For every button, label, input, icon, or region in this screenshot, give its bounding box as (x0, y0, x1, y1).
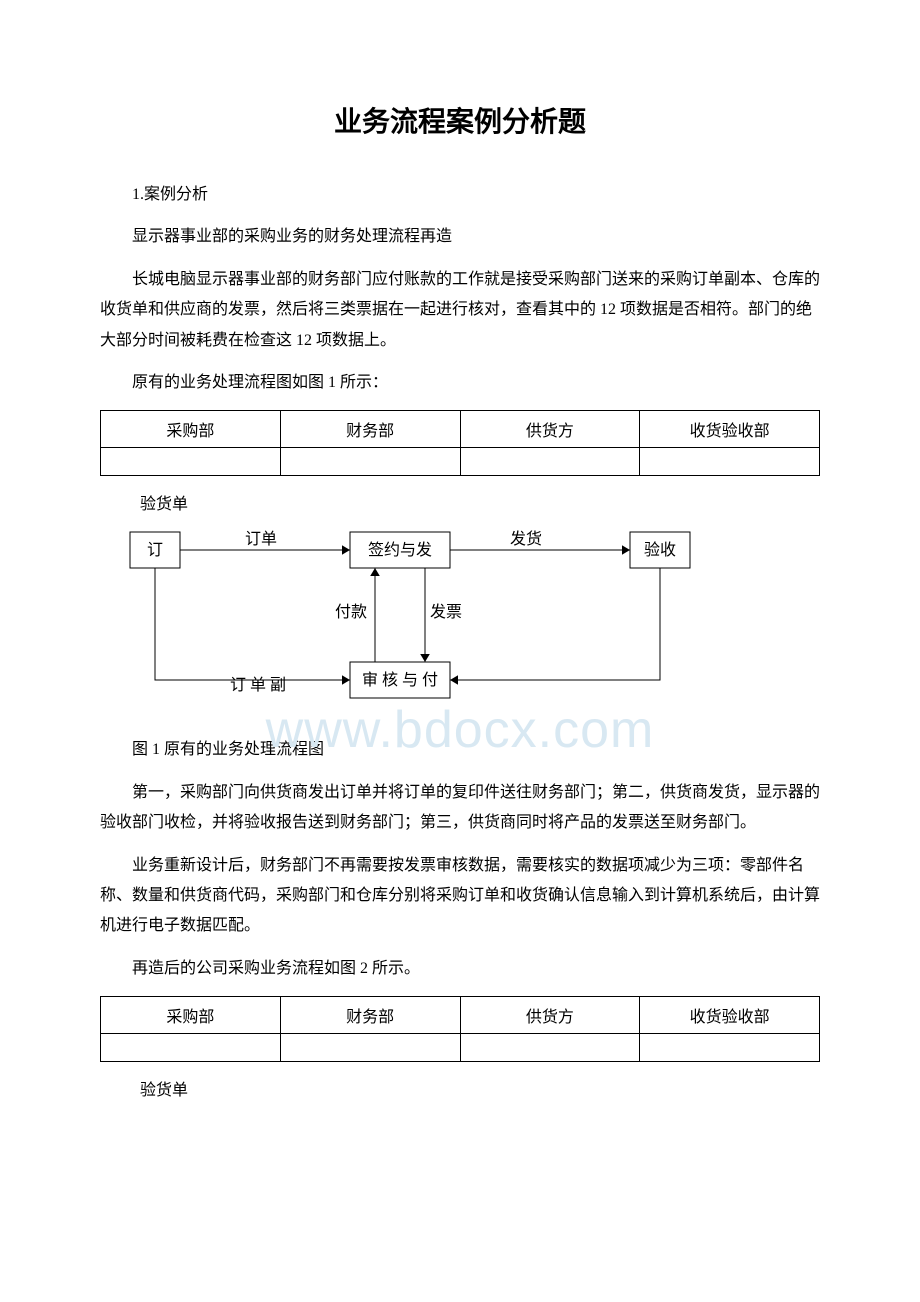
table-cell (101, 448, 281, 476)
table-row (101, 448, 820, 476)
svg-text:付款: 付款 (335, 603, 367, 621)
svg-text:订: 订 (147, 541, 163, 559)
table-cell: 收货验收部 (640, 997, 820, 1034)
svg-text:审 核 与 付: 审 核 与 付 (362, 671, 438, 689)
verify-label-2: 验货单 (100, 1076, 820, 1100)
para-body-3: 业务重新设计后，财务部门不再需要按发票审核数据，需要核实的数据项减少为三项：零部… (100, 851, 820, 942)
svg-text:验收: 验收 (644, 541, 676, 559)
table-cell (640, 1034, 820, 1062)
fig1-caption: 图 1 原有的业务处理流程图 (100, 735, 820, 765)
table-cell (640, 448, 820, 476)
table-row: 采购部 财务部 供货方 收货验收部 (101, 997, 820, 1034)
table-cell: 收货验收部 (640, 411, 820, 448)
table-cell (280, 448, 460, 476)
para-body-1: 长城电脑显示器事业部的财务部门应付账款的工作就是接受采购部门送来的采购订单副本、… (100, 265, 820, 356)
table-cell (101, 1034, 281, 1062)
svg-text:订单: 订单 (245, 530, 277, 548)
flowchart-1: 订单 发货订 单 副 付款 发票 订 签约与发 验收审 核 与 付 (100, 522, 820, 717)
svg-text:发票: 发票 (430, 603, 462, 621)
svg-text:订 单 副: 订 单 副 (230, 676, 286, 694)
table-row (101, 1034, 820, 1062)
flowchart-svg: 订单 发货订 单 副 付款 发票 订 签约与发 验收审 核 与 付 (100, 522, 800, 712)
svg-text:签约与发: 签约与发 (368, 541, 432, 559)
para-fig2-intro: 再造后的公司采购业务流程如图 2 所示。 (100, 954, 820, 984)
para-case-num: 1.案例分析 (100, 180, 820, 210)
table-cell: 采购部 (101, 411, 281, 448)
verify-label-1: 验货单 (100, 490, 820, 514)
table-row: 采购部 财务部 供货方 收货验收部 (101, 411, 820, 448)
para-subtitle: 显示器事业部的采购业务的财务处理流程再造 (100, 222, 820, 252)
table-cell: 供货方 (460, 411, 640, 448)
para-body-2: 第一，采购部门向供货商发出订单并将订单的复印件送往财务部门；第二，供货商发货，显… (100, 778, 820, 839)
table-cell (460, 448, 640, 476)
table-cell: 财务部 (280, 997, 460, 1034)
table-cell: 财务部 (280, 411, 460, 448)
para-fig1-intro: 原有的业务处理流程图如图 1 所示： (100, 368, 820, 398)
table-cell: 供货方 (460, 997, 640, 1034)
svg-text:发货: 发货 (510, 530, 542, 548)
table-cell: 采购部 (101, 997, 281, 1034)
page-title: 业务流程案例分析题 (100, 100, 820, 140)
dept-table-1: 采购部 财务部 供货方 收货验收部 (100, 410, 820, 476)
table-cell (280, 1034, 460, 1062)
dept-table-2: 采购部 财务部 供货方 收货验收部 (100, 996, 820, 1062)
table-cell (460, 1034, 640, 1062)
